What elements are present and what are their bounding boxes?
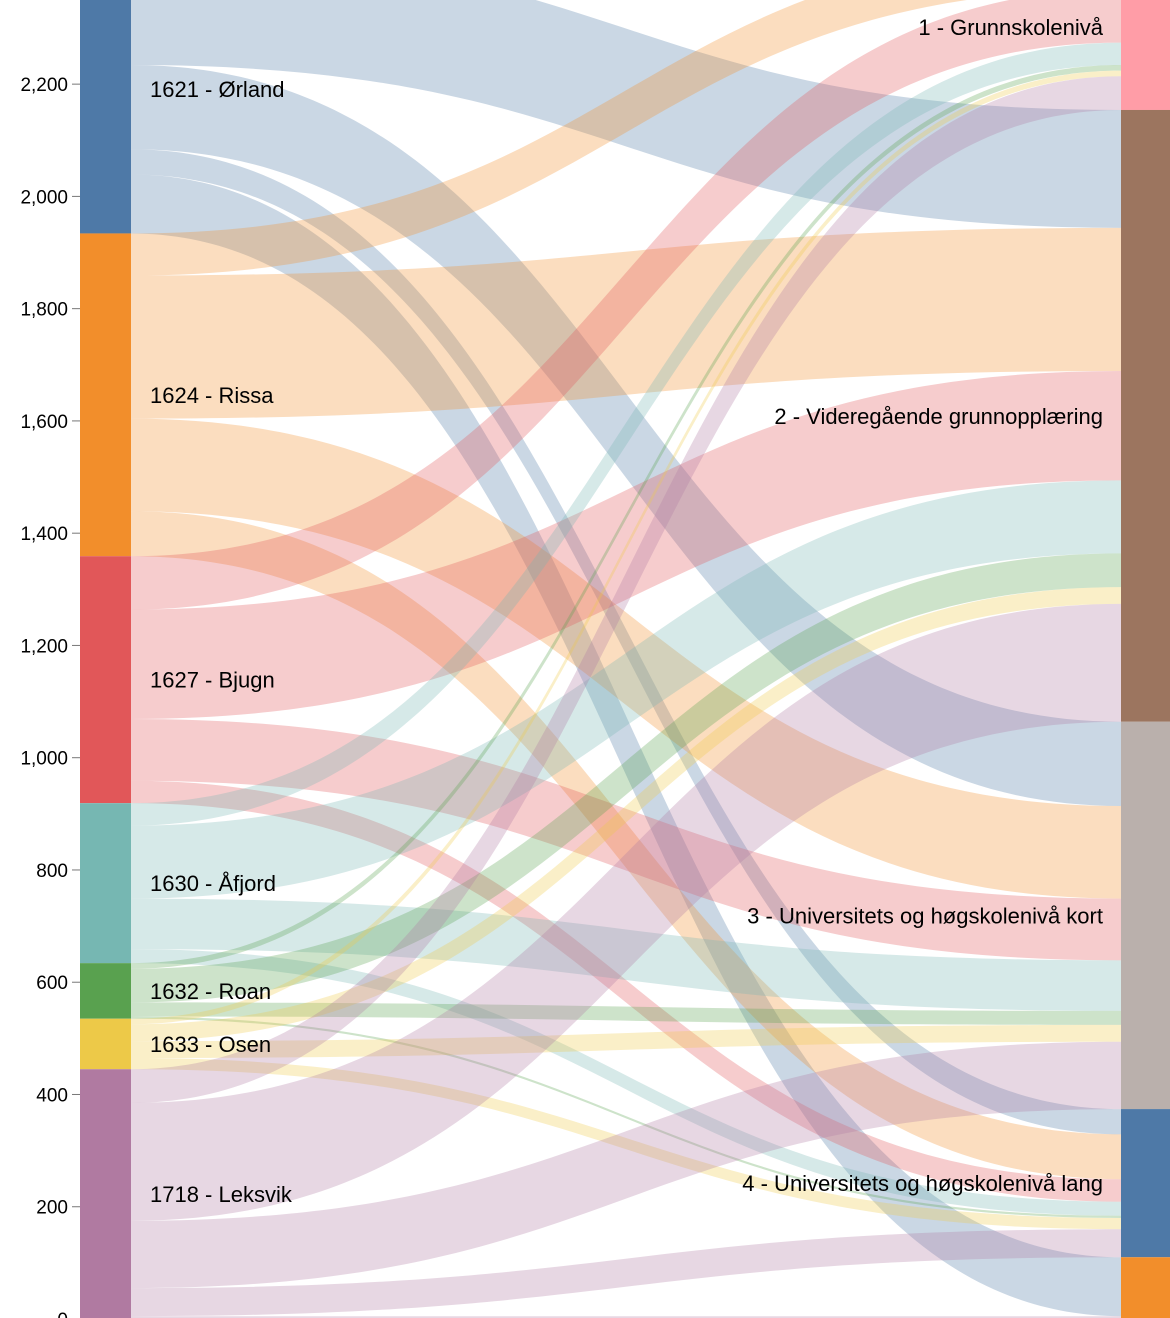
y-tick-label: 600 [36,973,68,994]
target-node-2-videregaende-grunnoppl-ring [1121,109,1170,722]
source-node-1718-leksvik [80,1069,131,1318]
flow-link-1627-bjugn-to-2-videregaende-grunnoppl-ring [131,370,1121,719]
flow-link-1718-leksvik-to-1-grunnskoleniva [131,76,1121,1103]
y-tick-label: 1,000 [20,749,68,770]
flow-link-1718-leksvik-to-4-universitets-og-h-gskoleniva-lang [131,1229,1121,1317]
source-label-1627-bjugn: 1627 - Bjugn [150,668,275,693]
flow-link-1630-afjord-to-3-universitets-og-h-gskoleniva-kort [131,898,1121,1011]
flow-link-1632-roan-to-2-videregaende-grunnoppl-ring [131,553,1121,1003]
y-tick-label: 400 [36,1085,68,1106]
flow-link-1621-rland-to-2-videregaende-grunnoppl-ring [131,0,1121,228]
source-label-1633-osen: 1633 - Osen [150,1032,271,1057]
source-node-1632-roan [80,963,131,1019]
sankey-links [131,0,1121,1318]
source-node-1624-rissa [80,233,131,557]
source-node-1621-rland [80,0,131,234]
y-axis: 0 200 400 600 800 1,000 1,200 1,400 1,600 1,800 2,… [20,75,80,1318]
source-label-1630-afjord: 1630 - Åfjord [150,871,276,896]
flow-link-1624-rissa-to-4-universitets-og-h-gskoleniva-lang [131,511,1121,1180]
flow-link-1632-roan-to-1-grunnskoleniva [131,65,1121,969]
source-label-1718-leksvik: 1718 - Leksvik [150,1182,293,1207]
source-label-1632-roan: 1632 - Roan [150,979,271,1004]
target-label-1-grunnskoleniva: 1 - Grunnskolenivå [918,15,1103,40]
y-tick-label: 1,200 [20,636,68,657]
source-node-1633-osen [80,1018,131,1070]
target-label-2-videregaende-grunnoppl-ring: 2 - Videregående grunnopplæring [774,404,1103,429]
y-tick-label: 1,400 [20,524,68,545]
source-node-1630-afjord [80,803,131,964]
flow-link-1630-afjord-to-2-videregaende-grunnoppl-ring [131,480,1121,899]
flow-link-1633-osen-to-2-videregaende-grunnoppl-ring [131,587,1121,1042]
target-node-3-universitets-og-h-gskoleniva-kort [1121,721,1170,1110]
target-label-4-universitets-og-h-gskoleniva-lang: 4 - Universitets og høgskolenivå lang [742,1171,1103,1196]
y-tick-label: 2,000 [20,187,68,208]
source-node-1627-bjugn [80,556,131,804]
flow-link-1630-afjord-to-1-grunnskoleniva [131,42,1121,826]
flow-link-1627-bjugn-to-3-universitets-og-h-gskoleniva-kort [131,718,1121,961]
flow-link-1621-rland-to-3-universitets-og-h-gskoleniva-kort [131,65,1121,806]
flow-link-1632-roan-to-3-universitets-og-h-gskoleniva-kort [131,1002,1121,1025]
sankey-nodes [80,0,1170,1318]
flow-link-1624-rissa-to-1-grunnskoleniva [131,0,968,276]
y-tick-label: 1,800 [20,300,68,321]
flow-link-1630-afjord-to-4-universitets-og-h-gskoleniva-lang [131,949,1121,1216]
target-node-1-grunnskoleniva [1121,0,1170,110]
flow-link-1718-leksvik-to-3-universitets-og-h-gskoleniva-kort [131,1041,1121,1289]
target-label-3-universitets-og-h-gskoleniva-kort: 3 - Universitets og høgskolenivå kort [747,903,1103,928]
flow-link-1718-leksvik-to-2-videregaende-grunnoppl-ring [131,603,1121,1221]
flow-link-1624-rissa-to-3-universitets-og-h-gskoleniva-kort [131,418,1121,899]
flow-link-1624-rissa-to-2-videregaende-grunnoppl-ring [131,227,1121,419]
target-node-4-universitets-og-h-gskoleniva-lang [1121,1109,1170,1258]
y-tick-label: 2,200 [20,75,68,96]
flow-link-1627-bjugn-to-1-grunnskoleniva [131,0,1121,610]
y-tick-label: 1,600 [20,412,68,433]
flow-link-1633-osen-to-1-grunnskoleniva [131,70,1121,1025]
flow-link-1621-rland-to-unlabeled [131,174,1121,1317]
y-tick-label: 800 [36,861,68,882]
sankey-labels: 1621 - Ørland 1624 - Rissa 1627 - Bjugn 163… [150,15,1104,1207]
flow-link-1621-rland-to-4-universitets-og-h-gskoleniva-lang [131,149,1121,1135]
flow-link-1632-roan-to-4-universitets-og-h-gskoleniva-lang [131,1016,1121,1218]
flow-link-1633-osen-to-3-universitets-og-h-gskoleniva-kort [131,1024,1121,1058]
y-tick-label: 200 [36,1198,68,1219]
flow-link-1627-bjugn-to-4-universitets-og-h-gskoleniva-lang [131,780,1121,1202]
source-label-1621-rland: 1621 - Ørland [150,77,285,102]
source-label-1624-rissa: 1624 - Rissa [150,383,274,408]
target-node-unlabeled [1121,1257,1170,1318]
flow-link-1633-osen-to-4-universitets-og-h-gskoleniva-lang [131,1057,1121,1230]
y-tick-label: 0 [57,1310,68,1318]
